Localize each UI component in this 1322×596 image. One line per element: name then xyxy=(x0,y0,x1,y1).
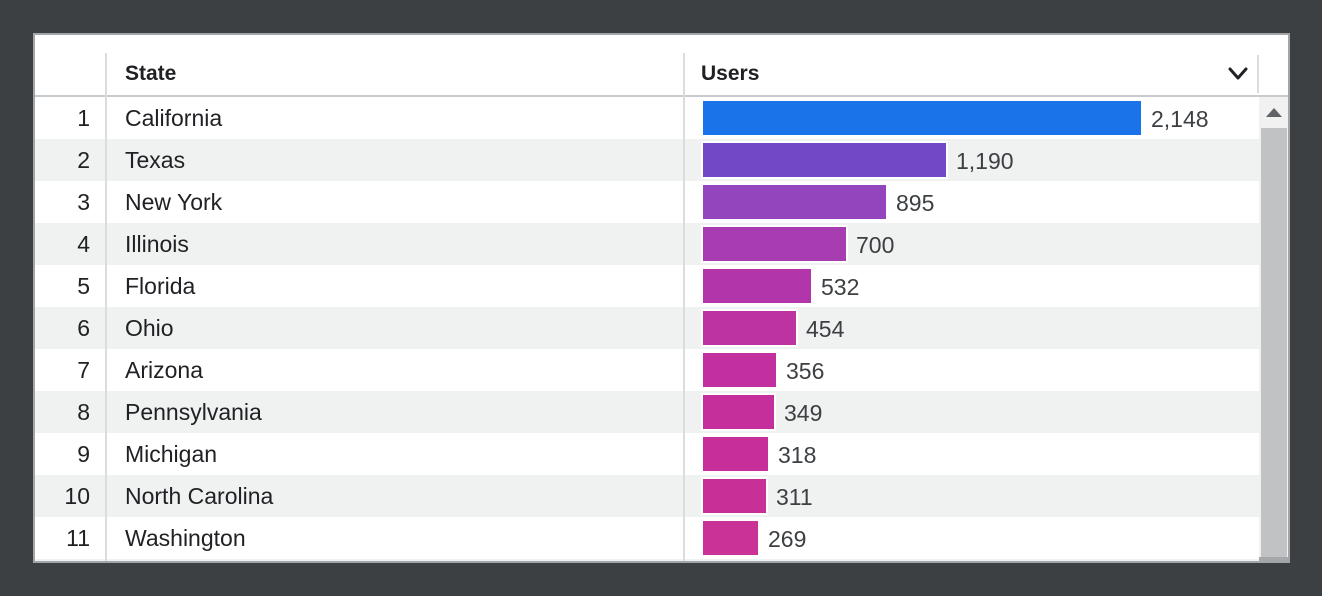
row-users-cell: 895 xyxy=(683,181,1259,223)
users-value: 2,148 xyxy=(1151,106,1209,132)
row-users-cell: 1,190 xyxy=(683,139,1259,181)
table-row: 11 Washington 269 xyxy=(35,517,1259,559)
row-users-cell: 318 xyxy=(683,433,1259,475)
row-rank: 5 xyxy=(77,273,90,299)
row-rank: 10 xyxy=(64,483,90,509)
users-bar xyxy=(701,267,813,305)
scrollbar[interactable] xyxy=(1259,97,1288,561)
row-users-cell: 700 xyxy=(683,223,1259,265)
users-bar xyxy=(701,393,776,431)
row-rank: 1 xyxy=(77,105,90,131)
table-row: 6 Ohio 454 xyxy=(35,307,1259,349)
table-header: State Users xyxy=(35,35,1288,97)
column-divider xyxy=(105,53,107,561)
row-state: Illinois xyxy=(125,231,189,257)
users-value: 269 xyxy=(768,526,807,552)
header-right-divider xyxy=(1257,55,1259,93)
table-row: 4 Illinois 700 xyxy=(35,223,1259,265)
table-row: 2 Texas 1,190 xyxy=(35,139,1259,181)
row-state: Michigan xyxy=(125,441,218,467)
row-rank: 11 xyxy=(66,525,90,551)
row-state: California xyxy=(125,105,223,131)
row-state: North Carolina xyxy=(125,483,274,509)
users-bar xyxy=(701,99,1143,137)
table-row: 10 North Carolina 311 xyxy=(35,475,1259,517)
row-state: Florida xyxy=(125,273,196,299)
users-value: 318 xyxy=(778,442,817,468)
table-row: 8 Pennsylvania 349 xyxy=(35,391,1259,433)
scrollbar-bottom-edge xyxy=(1259,557,1288,561)
row-users-cell: 349 xyxy=(683,391,1259,433)
row-users-cell: 454 xyxy=(683,307,1259,349)
scroll-up-button[interactable] xyxy=(1259,97,1288,128)
row-rank: 9 xyxy=(77,441,90,467)
users-value: 454 xyxy=(806,316,845,342)
column-header-state[interactable]: State xyxy=(125,62,177,85)
users-bar xyxy=(701,183,888,221)
table-row: 7 Arizona 356 xyxy=(35,349,1259,391)
row-rank: 3 xyxy=(77,189,90,215)
users-value: 1,190 xyxy=(956,148,1014,174)
users-value: 532 xyxy=(821,274,860,300)
users-bar xyxy=(701,351,778,389)
users-by-state-card: State Users 1 California 2,148 2 Texas 1,190 3… xyxy=(33,33,1290,563)
users-value: 311 xyxy=(776,484,813,510)
row-state: Washington xyxy=(125,525,246,551)
table-row: 9 Michigan 318 xyxy=(35,433,1259,475)
row-users-cell: 269 xyxy=(683,517,1259,559)
column-header-users[interactable]: Users xyxy=(701,62,760,85)
table-body: 1 California 2,148 2 Texas 1,190 3 New York 895 4… xyxy=(35,97,1259,561)
users-bar xyxy=(701,309,798,347)
users-bar xyxy=(701,519,760,557)
row-rank: 7 xyxy=(77,357,90,383)
users-bar xyxy=(701,141,948,179)
table-row: 5 Florida 532 xyxy=(35,265,1259,307)
column-divider xyxy=(683,53,685,561)
users-bar xyxy=(701,225,848,263)
users-bar xyxy=(701,477,768,515)
users-value: 700 xyxy=(856,232,895,258)
row-users-cell: 356 xyxy=(683,349,1259,391)
row-users-cell: 311 xyxy=(683,475,1259,517)
row-users-cell: 532 xyxy=(683,265,1259,307)
users-value: 356 xyxy=(786,358,825,384)
row-state: Arizona xyxy=(125,357,203,383)
row-state: New York xyxy=(125,189,223,215)
table-row: 1 California 2,148 xyxy=(35,97,1259,139)
table-row: 3 New York 895 xyxy=(35,181,1259,223)
row-rank: 2 xyxy=(77,147,90,173)
row-rank: 6 xyxy=(77,315,90,341)
row-rank: 4 xyxy=(77,231,90,257)
row-rank: 8 xyxy=(77,399,90,425)
users-value: 349 xyxy=(784,400,823,426)
triangle-up-icon xyxy=(1265,108,1282,117)
scrollbar-thumb[interactable] xyxy=(1261,128,1287,557)
chevron-down-icon[interactable] xyxy=(1228,66,1248,82)
row-state: Ohio xyxy=(125,315,174,341)
users-bar xyxy=(701,435,770,473)
row-state: Texas xyxy=(125,147,186,173)
row-state: Pennsylvania xyxy=(125,399,262,425)
table-row-partial xyxy=(35,559,1259,561)
users-value: 895 xyxy=(896,190,935,216)
row-users-cell: 2,148 xyxy=(683,97,1259,139)
